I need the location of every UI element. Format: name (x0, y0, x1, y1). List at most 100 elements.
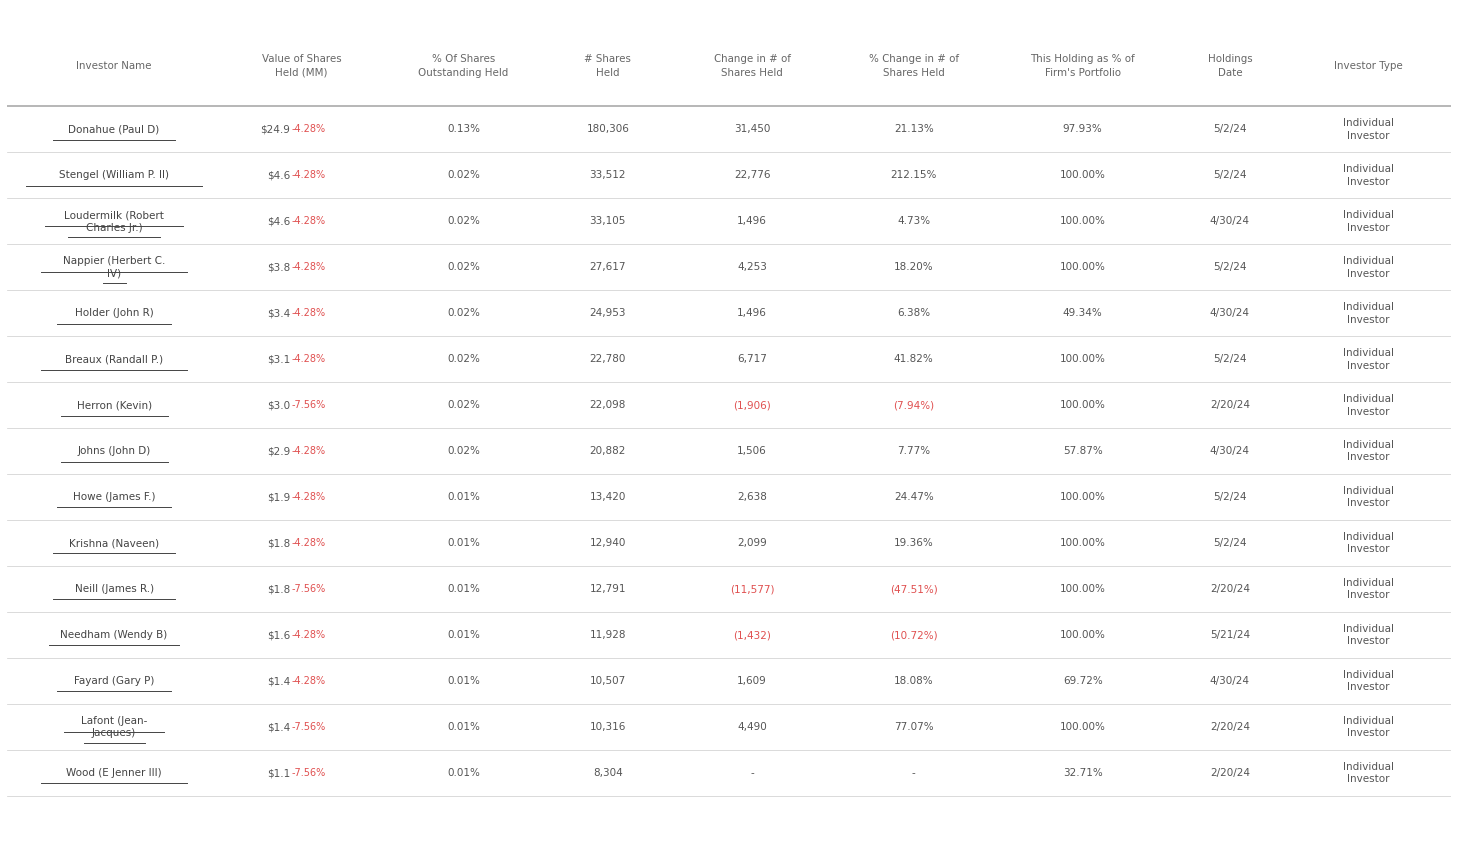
Text: Individual
Investor: Individual Investor (1343, 256, 1394, 279)
Text: 57.87%: 57.87% (1063, 446, 1102, 457)
Text: -4.28%: -4.28% (292, 446, 325, 457)
Text: 31,450: 31,450 (733, 125, 770, 134)
Text: Individual
Investor: Individual Investor (1343, 716, 1394, 739)
Text: 100.00%: 100.00% (1060, 722, 1105, 732)
Text: 10,316: 10,316 (589, 722, 625, 732)
Text: Stengel (William P. II): Stengel (William P. II) (60, 170, 169, 181)
Text: -4.28%: -4.28% (292, 676, 325, 686)
Text: $3.8: $3.8 (267, 262, 290, 273)
Text: Individual
Investor: Individual Investor (1343, 119, 1394, 141)
Text: 41.82%: 41.82% (894, 354, 933, 365)
Text: Individual
Investor: Individual Investor (1343, 578, 1394, 600)
Text: # Shares
Held: # Shares Held (585, 54, 631, 77)
Text: 4/30/24: 4/30/24 (1210, 217, 1250, 226)
Text: 5/2/24: 5/2/24 (1213, 538, 1247, 548)
Text: (1,432): (1,432) (733, 630, 771, 640)
Text: 1,506: 1,506 (738, 446, 767, 457)
Text: 22,776: 22,776 (733, 170, 770, 181)
Text: Krishna (Naveen): Krishna (Naveen) (69, 538, 159, 548)
Text: 0.02%: 0.02% (448, 309, 480, 318)
Text: -: - (751, 768, 754, 778)
Text: $1.9: $1.9 (267, 492, 290, 502)
Text: 19.36%: 19.36% (894, 538, 933, 548)
Text: 0.02%: 0.02% (448, 354, 480, 365)
Text: 4.73%: 4.73% (897, 217, 930, 226)
Text: 1,609: 1,609 (738, 676, 767, 686)
Text: Individual
Investor: Individual Investor (1343, 762, 1394, 784)
Text: 10,507: 10,507 (589, 676, 625, 686)
Text: Individual
Investor: Individual Investor (1343, 440, 1394, 463)
Text: 11,928: 11,928 (589, 630, 625, 640)
Text: 100.00%: 100.00% (1060, 400, 1105, 410)
Text: Individual
Investor: Individual Investor (1343, 302, 1394, 324)
Text: 5/2/24: 5/2/24 (1213, 125, 1247, 134)
Text: 0.01%: 0.01% (448, 630, 480, 640)
Text: Fayard (Gary P): Fayard (Gary P) (74, 676, 155, 686)
Text: (7.94%): (7.94%) (894, 400, 935, 410)
Text: 13,420: 13,420 (589, 492, 625, 502)
Text: Investor Type: Investor Type (1334, 61, 1403, 71)
Text: $1.1: $1.1 (267, 768, 290, 778)
Text: Individual
Investor: Individual Investor (1343, 532, 1394, 555)
Text: 27,617: 27,617 (589, 262, 625, 273)
Text: $4.6: $4.6 (267, 170, 290, 181)
Text: 2/20/24: 2/20/24 (1210, 722, 1250, 732)
Text: 33,512: 33,512 (589, 170, 625, 181)
Text: 0.01%: 0.01% (448, 768, 480, 778)
Text: -4.28%: -4.28% (292, 309, 325, 318)
Text: 4,490: 4,490 (738, 722, 767, 732)
Text: 5/21/24: 5/21/24 (1210, 630, 1250, 640)
Text: -7.56%: -7.56% (292, 768, 327, 778)
Text: 0.02%: 0.02% (448, 217, 480, 226)
Text: $24.9: $24.9 (261, 125, 290, 134)
Text: Individual
Investor: Individual Investor (1343, 210, 1394, 232)
Text: 1,496: 1,496 (738, 217, 767, 226)
Text: 7.77%: 7.77% (897, 446, 930, 457)
Text: 6.38%: 6.38% (897, 309, 930, 318)
Text: 24,953: 24,953 (589, 309, 625, 318)
Text: 0.01%: 0.01% (448, 584, 480, 594)
Text: 49.34%: 49.34% (1063, 309, 1102, 318)
Text: 21.13%: 21.13% (894, 125, 933, 134)
Text: $1.4: $1.4 (267, 676, 290, 686)
Text: $1.6: $1.6 (267, 630, 290, 640)
Text: 180,306: 180,306 (586, 125, 630, 134)
Text: Holder (John R): Holder (John R) (74, 309, 153, 318)
Text: 100.00%: 100.00% (1060, 630, 1105, 640)
Text: $4.6: $4.6 (267, 217, 290, 226)
Text: 2,638: 2,638 (738, 492, 767, 502)
Text: 100.00%: 100.00% (1060, 262, 1105, 273)
Text: Howe (James F.): Howe (James F.) (73, 492, 156, 502)
Text: 100.00%: 100.00% (1060, 217, 1105, 226)
Text: Donahue (Paul D): Donahue (Paul D) (69, 125, 160, 134)
Text: -4.28%: -4.28% (292, 538, 325, 548)
Text: -7.56%: -7.56% (292, 584, 327, 594)
Text: Johns (John D): Johns (John D) (77, 446, 150, 457)
Text: Neill (James R.): Neill (James R.) (74, 584, 153, 594)
Text: 6,717: 6,717 (738, 354, 767, 365)
Text: $3.4: $3.4 (267, 309, 290, 318)
Text: 2/20/24: 2/20/24 (1210, 400, 1250, 410)
Text: 22,780: 22,780 (589, 354, 625, 365)
Text: 20,882: 20,882 (589, 446, 625, 457)
Text: 4/30/24: 4/30/24 (1210, 446, 1250, 457)
Text: $3.0: $3.0 (267, 400, 290, 410)
Text: Individual
Investor: Individual Investor (1343, 394, 1394, 416)
Text: 100.00%: 100.00% (1060, 492, 1105, 502)
Text: 0.01%: 0.01% (448, 538, 480, 548)
Text: Individual
Investor: Individual Investor (1343, 348, 1394, 371)
Text: 0.02%: 0.02% (448, 400, 480, 410)
Text: -4.28%: -4.28% (292, 262, 325, 273)
Text: -4.28%: -4.28% (292, 217, 325, 226)
Text: $2.9: $2.9 (267, 446, 290, 457)
Text: Individual
Investor: Individual Investor (1343, 670, 1394, 692)
Text: (47.51%): (47.51%) (889, 584, 937, 594)
Text: 33,105: 33,105 (589, 217, 625, 226)
Text: 1,496: 1,496 (738, 309, 767, 318)
Text: 24.47%: 24.47% (894, 492, 933, 502)
Text: 5/2/24: 5/2/24 (1213, 262, 1247, 273)
Text: 18.08%: 18.08% (894, 676, 933, 686)
Text: % Of Shares
Outstanding Held: % Of Shares Outstanding Held (418, 54, 509, 77)
Text: 12,791: 12,791 (589, 584, 625, 594)
Text: 4/30/24: 4/30/24 (1210, 676, 1250, 686)
